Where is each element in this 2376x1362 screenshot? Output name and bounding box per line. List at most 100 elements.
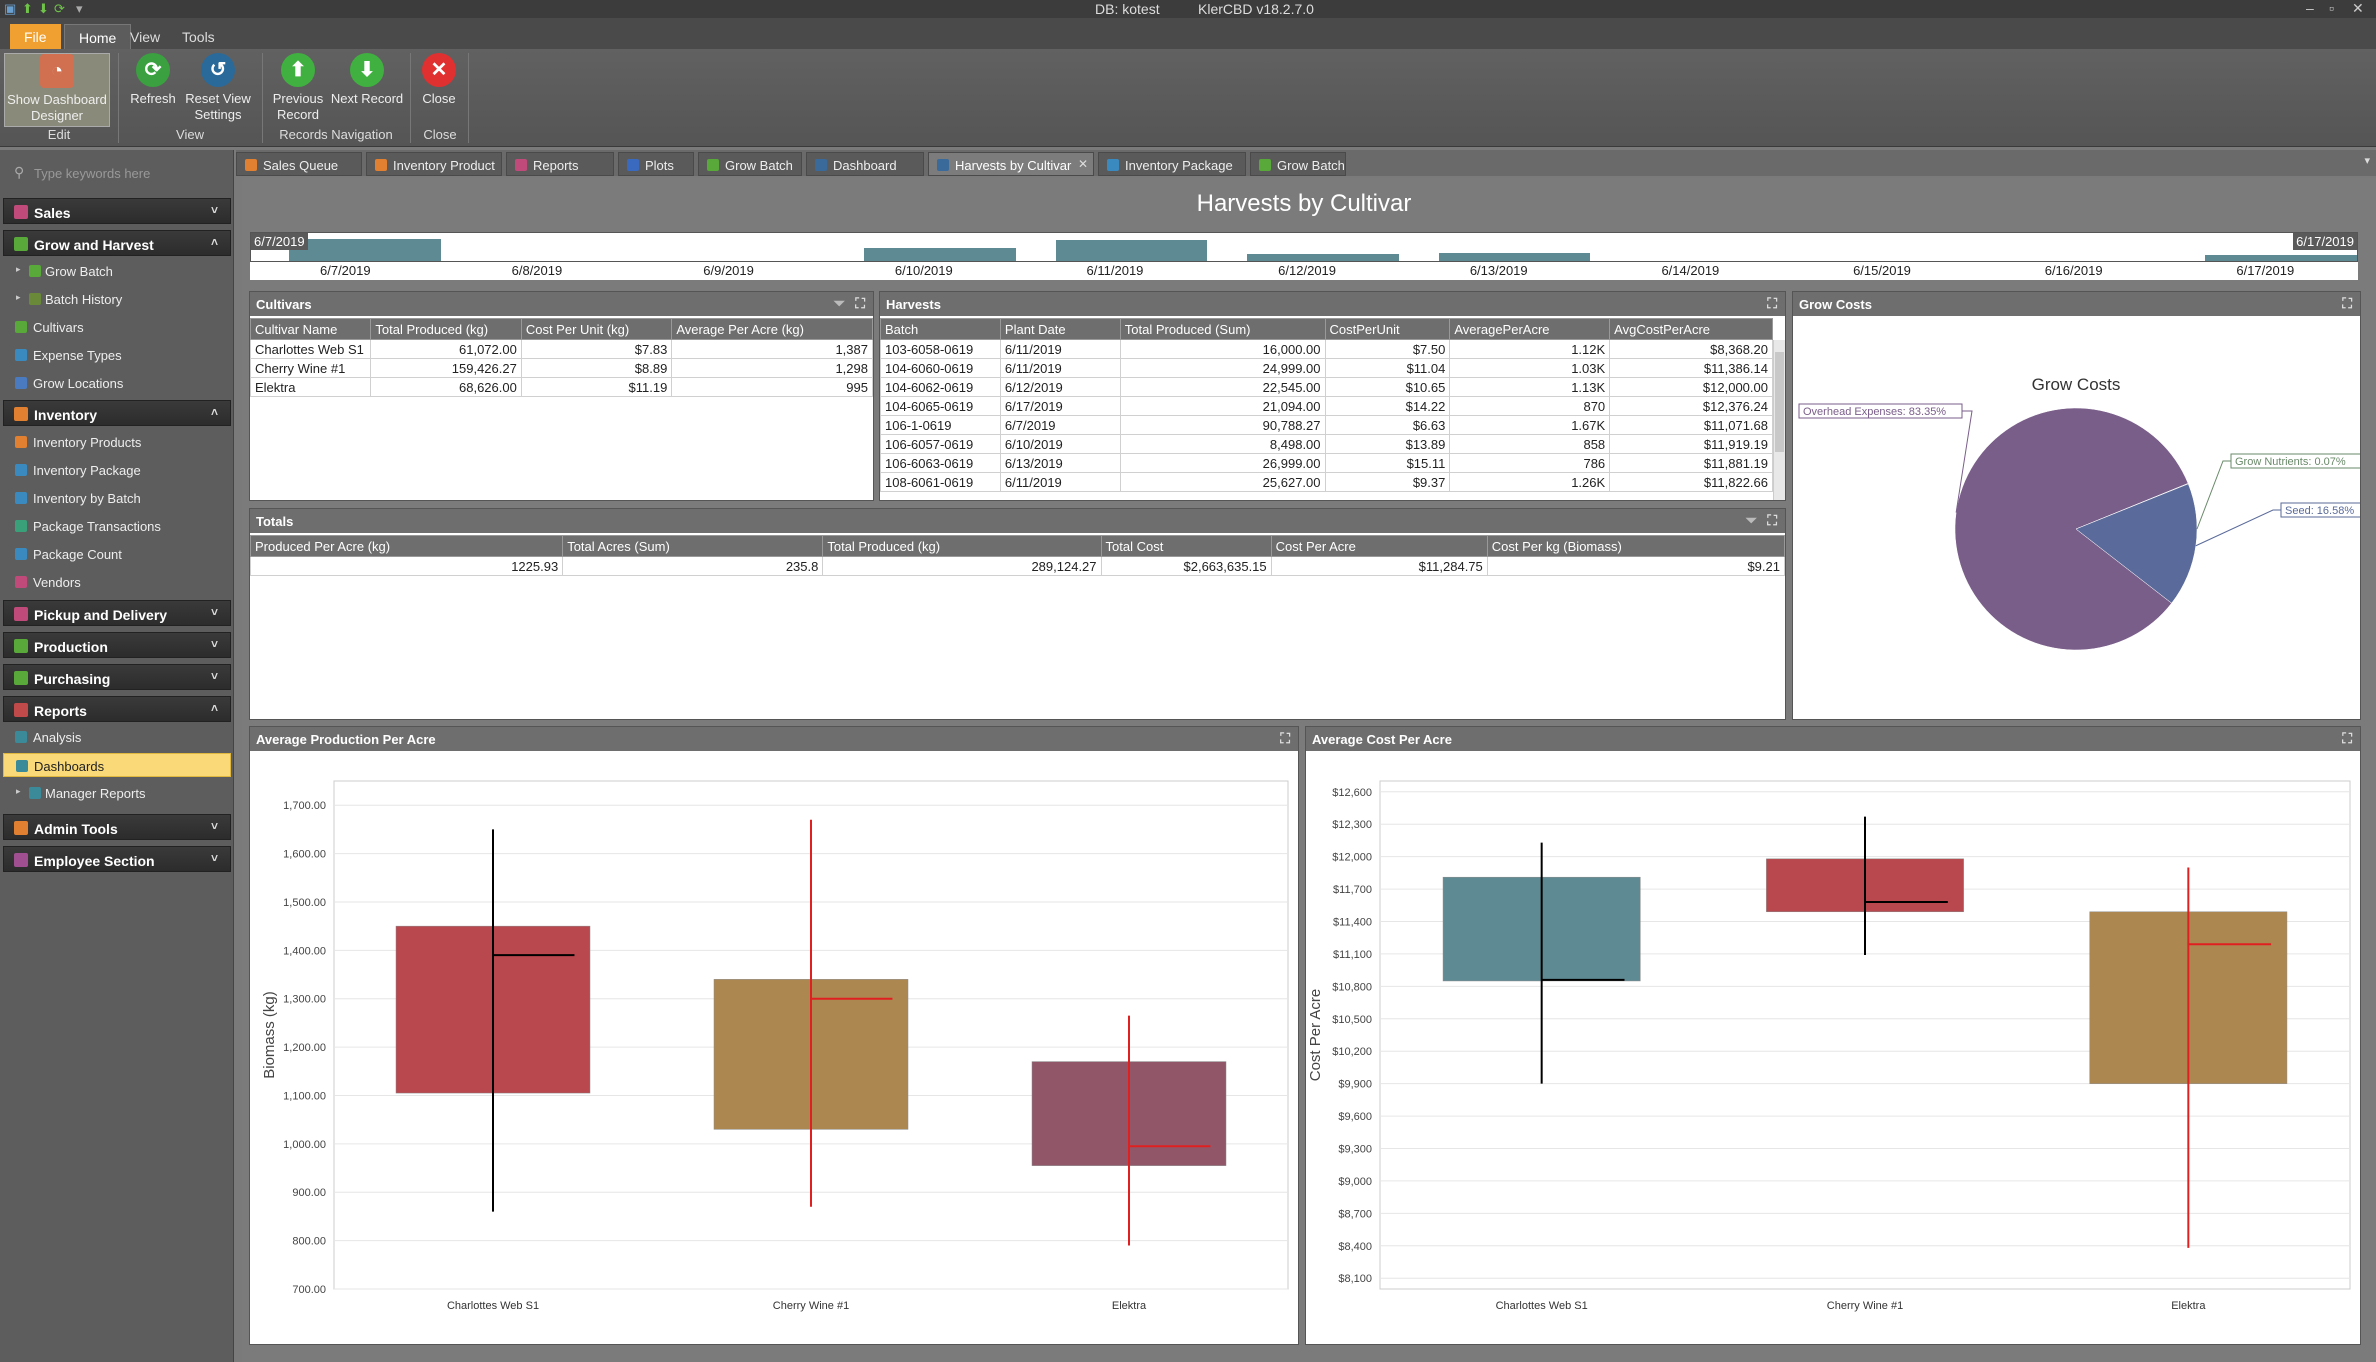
sidebar-group-inventory[interactable]: Inventory ˄: [3, 400, 231, 426]
column-header-plant-date[interactable]: Plant Date: [999, 318, 1121, 340]
range-start-handle[interactable]: 6/7/2019: [251, 233, 308, 250]
sidebar-item-batch-history[interactable]: ▸ Batch History: [3, 287, 231, 311]
column-header-total-cost[interactable]: Total Cost: [1100, 535, 1272, 557]
refresh-button[interactable]: ⟳ Refresh: [124, 53, 182, 107]
table-row[interactable]: 108-6061-0619 6/11/2019 25,627.00 $9.37 1.26…: [880, 472, 1773, 492]
column-header-cost-per-acre[interactable]: Cost Per Acre: [1270, 535, 1488, 557]
sidebar-item-manager-reports[interactable]: ▸ Manager Reports: [3, 781, 231, 805]
sidebar-group-pickup-and-delivery[interactable]: Pickup and Delivery ˅: [3, 600, 231, 626]
maximize-icon[interactable]: ⛶: [2342, 295, 2352, 311]
table-row[interactable]: Cherry Wine #1 159,426.27 $8.89 1,298: [249, 358, 873, 378]
sidebar-item-expense-types[interactable]: Expense Types: [3, 343, 231, 367]
tab-home[interactable]: Home: [64, 24, 132, 49]
quick-menu-icon[interactable]: ▾: [76, 1, 83, 16]
doc-tab-sales-queue[interactable]: Sales Queue: [236, 152, 362, 176]
reset-view-button[interactable]: ↺ Reset View Settings: [182, 53, 254, 123]
show-dashboard-designer-button[interactable]: ◔ Show Dashboard Designer: [4, 53, 110, 127]
sidebar-item-vendors[interactable]: Vendors: [3, 570, 231, 594]
quick-up-icon[interactable]: ⬆: [22, 1, 33, 16]
doc-tab-grow-batch[interactable]: Grow Batch: [1250, 152, 1346, 176]
column-header-cultivar-name[interactable]: Cultivar Name: [249, 318, 372, 340]
sidebar-item-package-transactions[interactable]: Package Transactions: [3, 514, 231, 538]
column-header-averageperacre[interactable]: AveragePerAcre: [1449, 318, 1611, 340]
sidebar-item-grow-batch[interactable]: ▸ Grow Batch: [3, 259, 231, 283]
column-header-total-acres-sum[interactable]: Total Acres (Sum): [562, 535, 824, 557]
expand-arrow-icon[interactable]: ▸: [16, 786, 21, 796]
tab-tools[interactable]: Tools: [182, 29, 215, 45]
maximize-icon[interactable]: ⛶: [2342, 730, 2352, 746]
doc-tab-grow-batch[interactable]: Grow Batch: [698, 152, 802, 176]
doc-tab-inventory-product[interactable]: Inventory Product: [366, 152, 502, 176]
sidebar-group-sales[interactable]: Sales ˅: [3, 198, 231, 224]
table-row[interactable]: 103-6058-0619 6/11/2019 16,000.00 $7.50 1.12…: [880, 339, 1773, 359]
sidebar-group-grow-and-harvest[interactable]: Grow and Harvest ˄: [3, 230, 231, 256]
table-row[interactable]: 106-1-0619 6/7/2019 90,788.27 $6.63 1.67K $11…: [880, 415, 1773, 435]
maximize-icon[interactable]: ▫: [2329, 0, 2334, 16]
column-header-cost-per-kg-biomass[interactable]: Cost Per kg (Biomass): [1486, 535, 1786, 557]
column-header-produced-per-acre-kg[interactable]: Produced Per Acre (kg): [249, 535, 564, 557]
sidebar-item-cultivars[interactable]: Cultivars: [3, 315, 231, 339]
sidebar-item-grow-locations[interactable]: Grow Locations: [3, 371, 231, 395]
tab-view[interactable]: View: [130, 29, 161, 45]
table-row[interactable]: Elektra 68,626.00 $11.19 995: [249, 377, 873, 397]
sidebar-group-reports[interactable]: Reports ˄: [3, 696, 231, 722]
search-input[interactable]: Type keywords here: [34, 166, 151, 181]
sidebar-item-inventory-products[interactable]: Inventory Products: [3, 430, 231, 454]
table-cell: $12,376.24: [1609, 396, 1773, 416]
maximize-icon[interactable]: ⛶: [1767, 295, 1777, 311]
column-header-avgcostperacre[interactable]: AvgCostPerAcre: [1609, 318, 1773, 340]
doc-tab-inventory-package[interactable]: Inventory Package: [1098, 152, 1246, 176]
table-row[interactable]: 1225.93 235.8 289,124.27 $2,663,635.15 $11,2…: [249, 556, 1786, 576]
maximize-icon[interactable]: ⛶: [855, 295, 865, 311]
maximize-icon[interactable]: ⛶: [1280, 730, 1290, 746]
table-row[interactable]: 106-6063-0619 6/13/2019 26,999.00 $15.11 786…: [880, 453, 1773, 473]
column-header-total-produced-kg[interactable]: Total Produced (kg): [822, 535, 1102, 557]
sidebar-group-admin-tools[interactable]: Admin Tools ˅: [3, 814, 231, 840]
sidebar-item-package-count[interactable]: Package Count: [3, 542, 231, 566]
sidebar-group-purchasing[interactable]: Purchasing ˅: [3, 664, 231, 690]
date-range-filter[interactable]: 6/7/2019 6/17/2019: [250, 232, 2358, 262]
sidebar-item-dashboards[interactable]: Dashboards: [3, 753, 231, 777]
maximize-icon[interactable]: ⛶: [1767, 512, 1777, 528]
table-row[interactable]: 106-6057-0619 6/10/2019 8,498.00 $13.89 858 $…: [880, 434, 1773, 454]
column-header-average-per-acre-kg[interactable]: Average Per Acre (kg): [671, 318, 873, 340]
scrollbar-thumb[interactable]: [1775, 352, 1784, 452]
doc-tab-plots[interactable]: Plots: [618, 152, 694, 176]
tab-file[interactable]: File: [10, 24, 61, 49]
table-cell: 1.67K: [1449, 415, 1611, 435]
column-header-total-produced-sum[interactable]: Total Produced (Sum): [1119, 318, 1326, 340]
table-row[interactable]: Charlottes Web S1 61,072.00 $7.83 1,387: [249, 339, 873, 359]
harvests-scrollbar[interactable]: [1773, 340, 1785, 500]
tab-list-dropdown-icon[interactable]: ▾: [2364, 155, 2370, 167]
minimize-icon[interactable]: –: [2306, 0, 2314, 16]
filter-icon[interactable]: ⏷: [833, 295, 845, 311]
pie-slice-overhead-expenses[interactable]: [1954, 407, 2189, 651]
doc-tab-dashboard[interactable]: Dashboard: [806, 152, 924, 176]
table-row[interactable]: 104-6060-0619 6/11/2019 24,999.00 $11.04 1.0…: [880, 358, 1773, 378]
y-tick-label: $11,700: [1333, 884, 1372, 896]
doc-tab-harvests-by-cultivar[interactable]: Harvests by Cultivar ✕: [928, 152, 1094, 176]
sidebar-group-employee-section[interactable]: Employee Section ˅: [3, 846, 231, 872]
expand-arrow-icon[interactable]: ▸: [16, 292, 21, 302]
close-window-icon[interactable]: ✕: [2352, 0, 2364, 16]
sidebar-item-inventory-by-batch[interactable]: Inventory by Batch: [3, 486, 231, 510]
close-button[interactable]: ✕ Close: [414, 53, 464, 107]
sidebar-item-inventory-package[interactable]: Inventory Package: [3, 458, 231, 482]
doc-tab-reports[interactable]: Reports: [506, 152, 614, 176]
next-record-button[interactable]: ⬇ Next Record: [330, 53, 404, 107]
column-header-costperunit[interactable]: CostPerUnit: [1324, 318, 1451, 340]
table-row[interactable]: 104-6062-0619 6/12/2019 22,545.00 $10.65 1.1…: [880, 377, 1773, 397]
filter-icon[interactable]: ⏷: [1745, 512, 1757, 528]
expand-arrow-icon[interactable]: ▸: [16, 264, 21, 274]
close-tab-icon[interactable]: ✕: [1077, 157, 1088, 171]
table-row[interactable]: 104-6065-0619 6/17/2019 21,094.00 $14.22 870…: [880, 396, 1773, 416]
sidebar-group-production[interactable]: Production ˅: [3, 632, 231, 658]
previous-record-button[interactable]: ⬆ Previous Record: [266, 53, 330, 123]
column-header-total-produced-kg[interactable]: Total Produced (kg): [370, 318, 522, 340]
sidebar-item-analysis[interactable]: Analysis: [3, 725, 231, 749]
column-header-cost-per-unit-kg[interactable]: Cost Per Unit (kg): [520, 318, 673, 340]
range-end-handle[interactable]: 6/17/2019: [2293, 233, 2357, 250]
column-header-batch[interactable]: Batch: [880, 318, 1001, 340]
quick-down-icon[interactable]: ⬇: [38, 1, 49, 16]
quick-refresh-icon[interactable]: ⟳: [54, 1, 65, 16]
